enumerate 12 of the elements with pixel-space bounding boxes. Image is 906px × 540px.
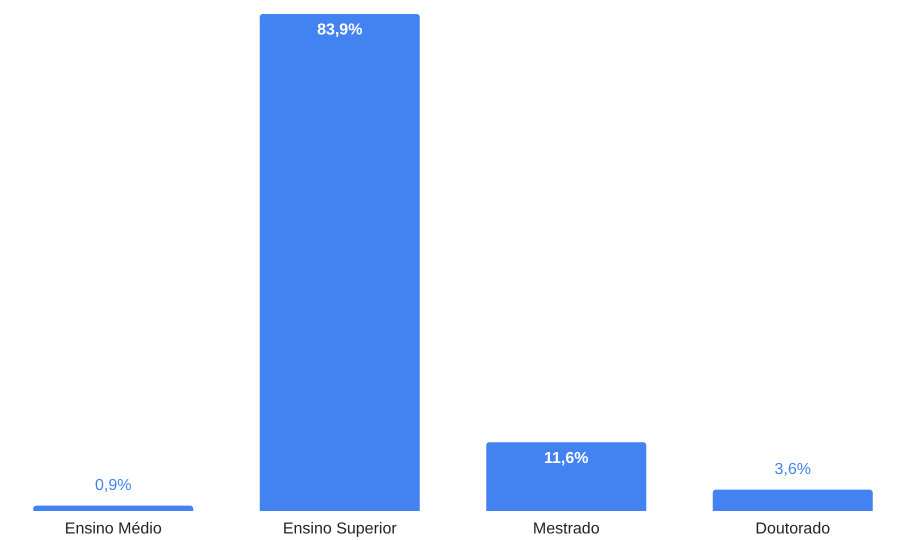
bar bbox=[260, 14, 420, 511]
bar bbox=[33, 506, 194, 511]
x-tick-label: Mestrado bbox=[532, 520, 600, 538]
bar bbox=[486, 442, 646, 511]
x-tick-label: Ensino Superior bbox=[282, 520, 398, 538]
data-label: 0,9% bbox=[95, 477, 132, 494]
bar bbox=[712, 490, 873, 511]
data-label: 83,9% bbox=[317, 22, 362, 38]
x-tick-label: Ensino Médio bbox=[64, 520, 162, 538]
x-tick-label: Doutorado bbox=[755, 520, 830, 538]
data-label: 3,6% bbox=[774, 461, 811, 478]
data-label: 11,6% bbox=[544, 450, 588, 467]
